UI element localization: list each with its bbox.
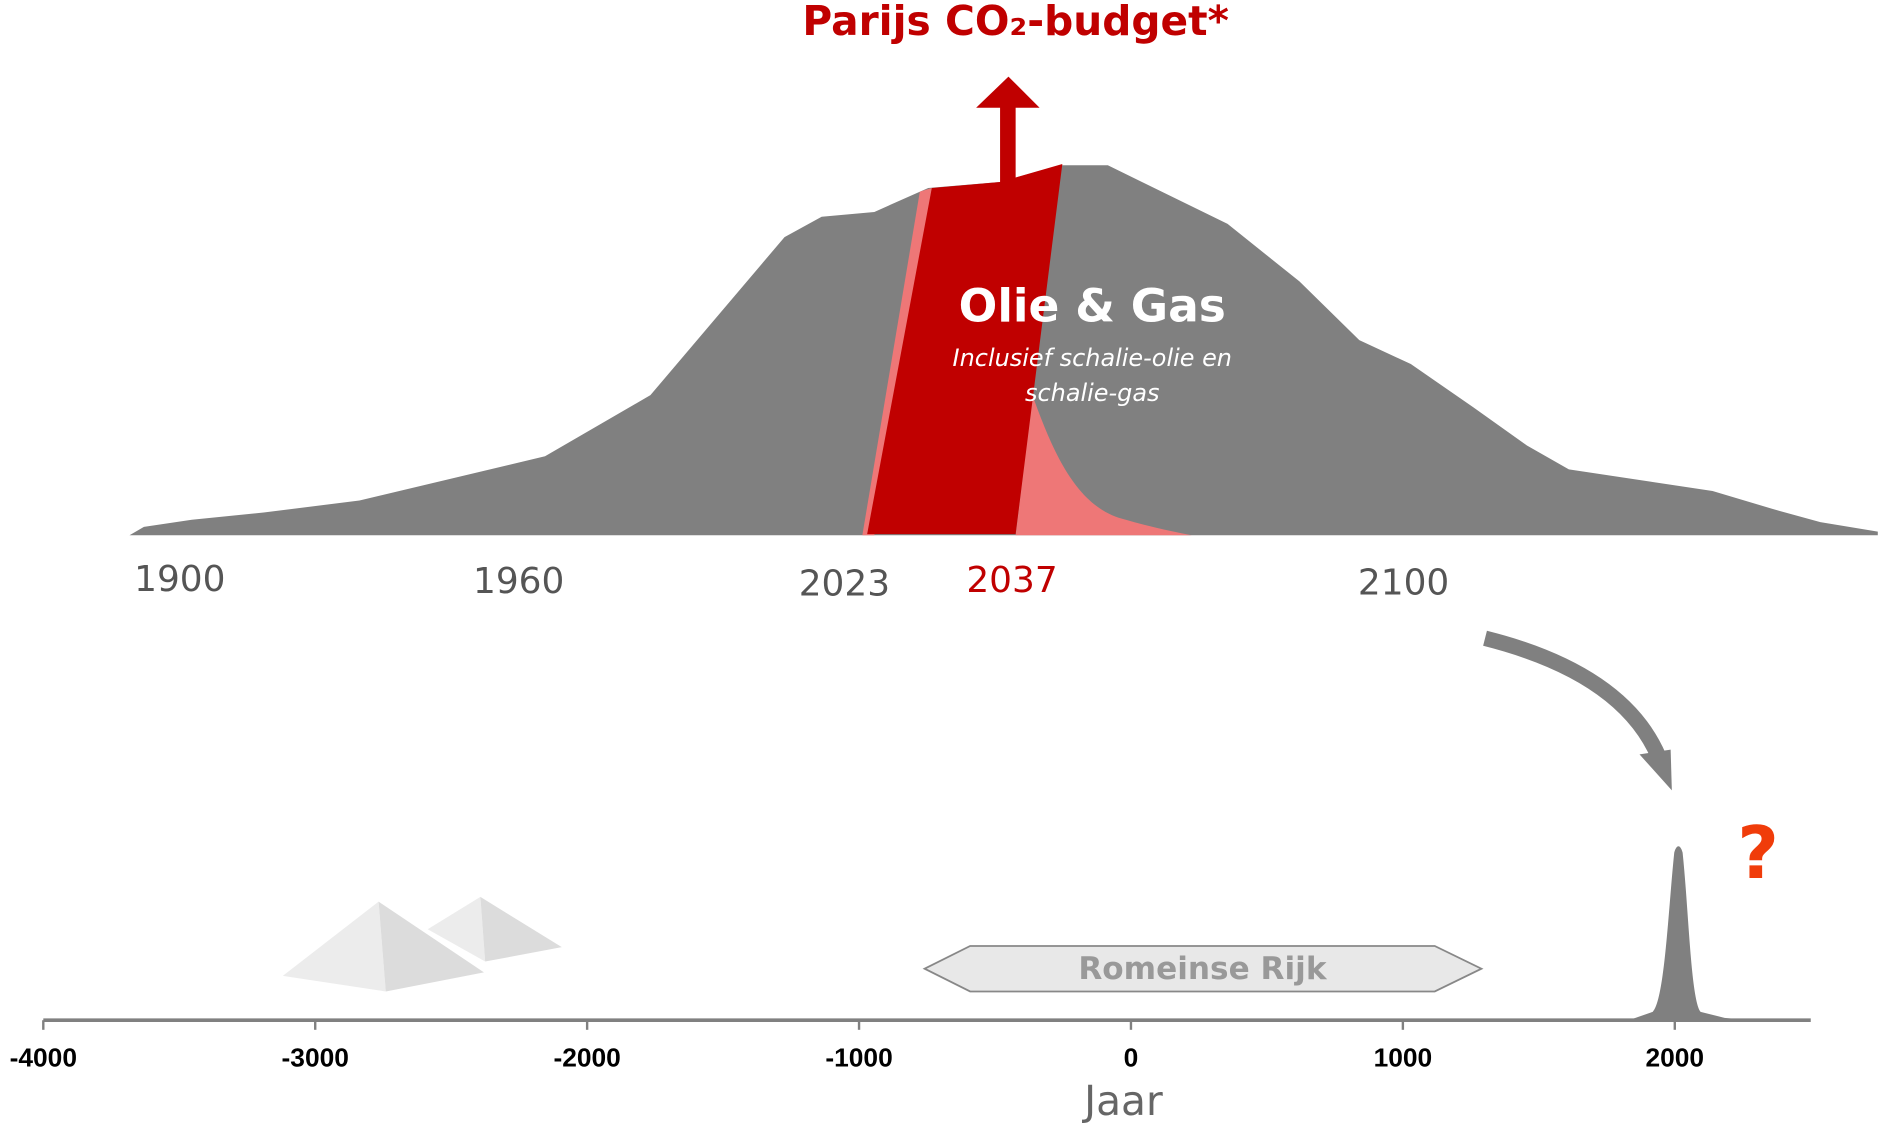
year-label: 1900 bbox=[134, 559, 225, 600]
year-label: 1960 bbox=[473, 561, 564, 602]
x-tick-label: 1000 bbox=[1374, 1043, 1433, 1073]
pyramid bbox=[427, 896, 486, 962]
paris-budget bbox=[867, 164, 1063, 535]
area-note: schalie-gas bbox=[1025, 379, 1159, 407]
zoom-arrow-head bbox=[1639, 749, 1672, 791]
x-tick-label: -3000 bbox=[282, 1043, 349, 1073]
year-label: 2023 bbox=[799, 564, 890, 605]
pyramid bbox=[378, 901, 484, 992]
annotation: ? bbox=[1737, 811, 1779, 895]
title: Parijs CO₂-budget* bbox=[802, 0, 1229, 45]
roman-empire-band bbox=[922, 945, 1484, 993]
x-axis-label: Jaar bbox=[1081, 1077, 1163, 1125]
x-tick-label: -4000 bbox=[10, 1043, 77, 1073]
pyramid bbox=[282, 901, 386, 992]
budget-edge bbox=[862, 188, 932, 536]
x-tick-label: -1000 bbox=[825, 1043, 892, 1073]
year-label: 2100 bbox=[1358, 562, 1449, 603]
year-label: 2037 bbox=[966, 560, 1057, 601]
arrow-head bbox=[976, 76, 1040, 108]
area-note: Inclusief schalie-olie en bbox=[953, 344, 1232, 372]
x-tick-label: -2000 bbox=[553, 1043, 620, 1073]
annotation: Romeinse Rijk bbox=[1078, 951, 1327, 987]
budget-tail bbox=[1015, 395, 1192, 536]
x-tick-label: 2000 bbox=[1645, 1043, 1704, 1073]
area-label: Olie & Gas bbox=[959, 279, 1226, 332]
x-tick-label: 0 bbox=[1124, 1043, 1139, 1073]
zoom-arrow bbox=[1483, 630, 1666, 760]
pyramid bbox=[480, 896, 562, 962]
arrow-shaft bbox=[1000, 105, 1016, 183]
oil-gas-spike bbox=[1628, 846, 1749, 1021]
